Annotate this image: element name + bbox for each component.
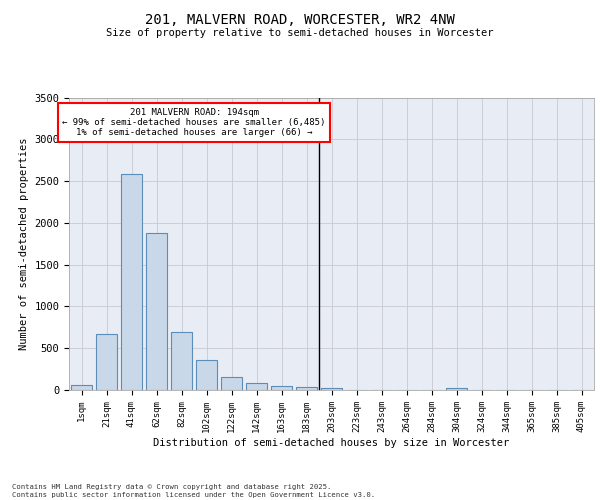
Bar (246, 384, 267, 390)
Bar (71, 386, 92, 390)
Bar (196, 360, 217, 390)
Bar (221, 377, 242, 390)
Text: Size of property relative to semi-detached houses in Worcester: Size of property relative to semi-detach… (106, 28, 494, 38)
Bar (121, 174, 142, 390)
Text: 201, MALVERN ROAD, WORCESTER, WR2 4NW: 201, MALVERN ROAD, WORCESTER, WR2 4NW (145, 12, 455, 26)
Bar (96, 334, 117, 390)
Text: Contains HM Land Registry data © Crown copyright and database right 2025.
Contai: Contains HM Land Registry data © Crown c… (12, 484, 375, 498)
Bar (171, 332, 192, 390)
Bar (271, 386, 292, 390)
Bar (321, 388, 342, 390)
Y-axis label: Number of semi-detached properties: Number of semi-detached properties (19, 138, 29, 350)
Bar (146, 233, 167, 390)
Text: 201 MALVERN ROAD: 194sqm
← 99% of semi-detached houses are smaller (6,485)
1% of: 201 MALVERN ROAD: 194sqm ← 99% of semi-d… (62, 108, 326, 138)
X-axis label: Distribution of semi-detached houses by size in Worcester: Distribution of semi-detached houses by … (154, 438, 509, 448)
Bar (446, 388, 467, 390)
Bar (296, 388, 317, 390)
